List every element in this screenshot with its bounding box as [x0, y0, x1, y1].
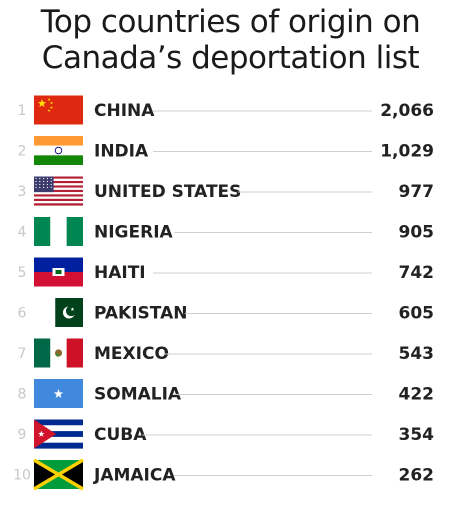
category-label: CUBA [94, 425, 147, 445]
rank-label: 3 [18, 184, 27, 200]
data-value-label: 905 [399, 223, 435, 243]
data-value-label: 605 [399, 304, 435, 324]
chart-title: Top countries of origin on Canada’s depo… [0, 4, 461, 76]
rank-label: 2 [18, 144, 27, 160]
rank-label: 7 [18, 346, 27, 362]
category-label: JAMAICA [93, 466, 176, 486]
rank-label: 6 [18, 306, 27, 322]
category-label: SOMALIA [94, 385, 182, 405]
rank-label: 4 [18, 225, 27, 241]
chart-row: 5 HAITI 742 [18, 257, 435, 287]
category-label: HAITI [94, 263, 146, 283]
category-label: PAKISTAN [94, 304, 187, 324]
data-value-label: 354 [399, 425, 435, 445]
chart-row: 7 MEXICO 543 [18, 338, 435, 368]
rank-label: 8 [18, 387, 27, 403]
title-line-2: Canada’s deportation list [41, 40, 420, 76]
chart-row: 4 NIGERIA 905 [18, 217, 434, 246]
data-value-label: 422 [399, 385, 435, 405]
rank-label: 10 [13, 468, 31, 484]
data-value-label: 2,066 [380, 101, 434, 121]
pakistan-flag-icon [46, 298, 83, 327]
cuba-flag-icon [34, 419, 83, 449]
chart-row: 3 UNITED STATES 977 [18, 176, 435, 206]
india-flag-icon [34, 136, 83, 165]
mexico-flag-icon [34, 338, 83, 368]
somalia-flag-icon [34, 379, 83, 408]
data-value-label: 543 [399, 344, 435, 364]
chart-row: 6 PAKISTAN 605 [18, 298, 434, 327]
jamaica-flag-icon [33, 458, 84, 491]
rank-label: 5 [18, 265, 27, 281]
haiti-flag-icon [34, 257, 83, 287]
data-value-label: 742 [399, 263, 435, 283]
category-label: MEXICO [94, 344, 169, 364]
chart-row: 8 SOMALIA 422 [18, 379, 434, 408]
data-value-label: 977 [399, 182, 435, 202]
data-value-label: 1,029 [380, 142, 434, 162]
chart-row: 1 CHINA 2,066 [18, 95, 434, 125]
nigeria-flag-icon [34, 217, 83, 246]
category-label: UNITED STATES [94, 182, 241, 202]
category-label: INDIA [94, 142, 149, 162]
category-label: CHINA [94, 101, 155, 121]
rank-label: 1 [18, 103, 27, 119]
category-label: NIGERIA [94, 223, 174, 243]
united-states-flag-icon [34, 176, 83, 206]
chart-row: 2 INDIA 1,029 [18, 136, 434, 165]
china-flag-icon [34, 95, 83, 125]
rank-label: 9 [18, 427, 27, 443]
title-line-1: Top countries of origin on [40, 4, 421, 40]
data-value-label: 262 [399, 466, 435, 486]
chart-row: 10 JAMAICA 262 [13, 458, 435, 491]
chart-row: 9 CUBA 354 [18, 419, 435, 449]
